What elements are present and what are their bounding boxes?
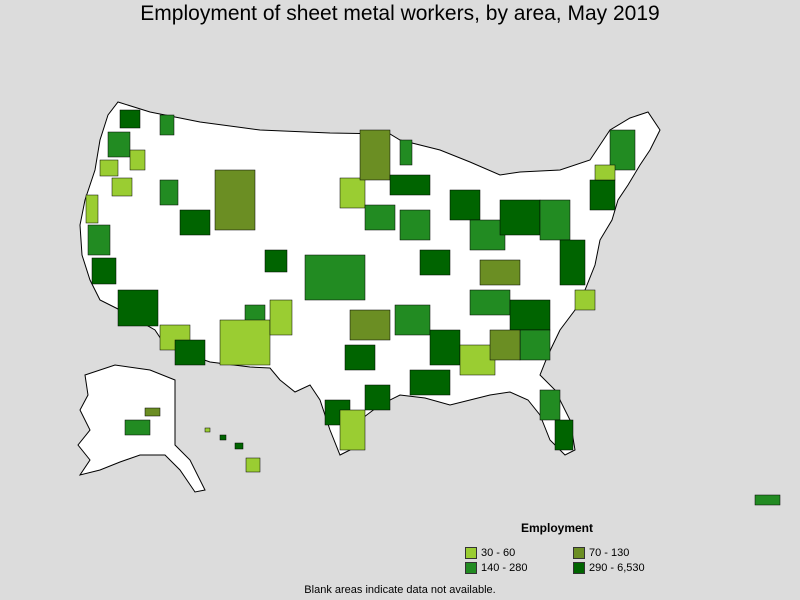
legend-label: 140 - 280 — [481, 562, 528, 574]
legend-item-70-130: 70 - 130 — [573, 547, 629, 559]
map-title: Employment of sheet metal workers, by ar… — [140, 2, 660, 25]
legend-swatch — [465, 562, 477, 574]
legend-label: 70 - 130 — [589, 547, 630, 559]
hawaii-islands — [204, 427, 261, 473]
legend-title: Employment — [521, 521, 594, 535]
employment-regions — [85, 109, 636, 451]
legend-swatch — [573, 547, 585, 559]
legend-item-290-6530: 290 - 6,530 — [573, 562, 645, 574]
legend-label: 30 - 60 — [481, 547, 516, 559]
alaska-fairbanks-region — [144, 407, 161, 417]
legend-item-140-280: 140 - 280 — [465, 562, 527, 574]
legend-label: 290 - 6,530 — [589, 562, 645, 574]
puerto-rico — [754, 494, 781, 506]
alaska-anchorage-region — [124, 419, 151, 436]
legend-swatch — [465, 547, 477, 559]
legend-swatch — [573, 562, 585, 574]
footnote: Blank areas indicate data not available. — [304, 584, 496, 596]
legend-item-30-60: 30 - 60 — [465, 547, 515, 559]
